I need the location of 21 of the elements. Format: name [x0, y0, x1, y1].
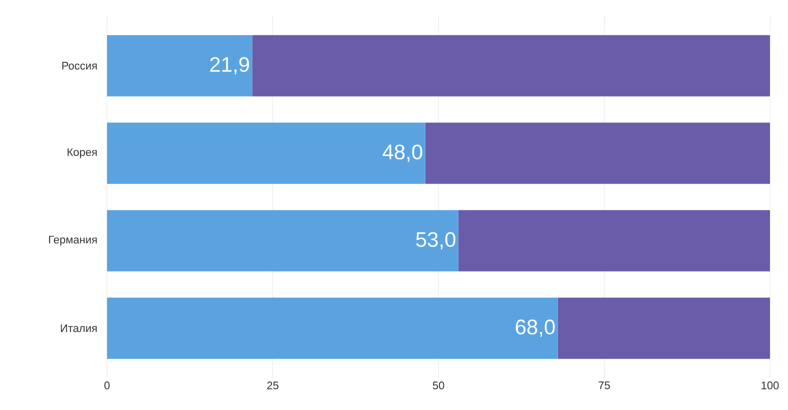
x-tick-label: 25: [267, 382, 278, 390]
x-tick-label: 0: [104, 382, 110, 390]
y-tick-label: Италия: [60, 324, 97, 332]
bar: [107, 298, 558, 359]
bar: [558, 298, 770, 359]
bar: [107, 122, 426, 184]
data-label: 21,9: [210, 57, 249, 74]
data-label: 53,0: [416, 232, 456, 250]
bar: [252, 35, 770, 96]
y-tick-label: Корея: [68, 148, 97, 158]
y-tick-label: Россия: [62, 62, 97, 70]
bar: [425, 122, 770, 184]
data-label: 68,0: [516, 320, 555, 337]
data-label: 48,0: [382, 144, 422, 162]
x-tick-label: 75: [598, 382, 610, 390]
bar: [107, 35, 252, 96]
x-tick-label: 50: [432, 382, 444, 390]
bar: [458, 210, 770, 272]
x-tick-label: 100: [762, 382, 779, 390]
bar: [107, 210, 458, 272]
y-tick-label: Германия: [49, 236, 97, 246]
